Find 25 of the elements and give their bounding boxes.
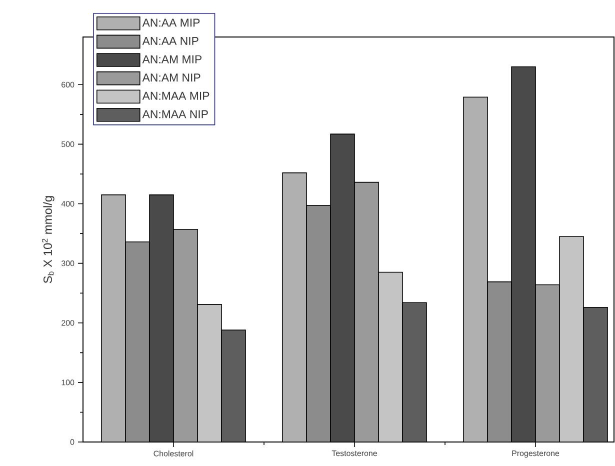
bar: [354, 182, 379, 442]
legend-label: AN:MAA NIP: [142, 110, 208, 118]
bar: [126, 242, 150, 442]
bar: [559, 236, 584, 442]
bar: [174, 229, 198, 442]
bar: [402, 302, 427, 442]
bar: [102, 194, 126, 442]
legend-label: AN:AM MIP: [142, 55, 202, 64]
bar: [306, 205, 331, 442]
y-axis-title: S$_{b}$ X 10$^{2}$ mmol/g: [42, 196, 54, 284]
bar: [330, 134, 355, 442]
bar: [511, 66, 536, 442]
bar: [222, 330, 246, 442]
bar: [282, 172, 307, 442]
bar: [583, 307, 608, 442]
bar: [378, 272, 403, 442]
legend-label: AN:AM NIP: [142, 74, 200, 82]
bar: [463, 96, 488, 442]
bar: [198, 304, 222, 442]
bar: [150, 194, 174, 442]
legend-label: AN:MAA MIP: [142, 92, 210, 100]
bar: [535, 284, 560, 442]
legend-label: AN:AA NIP: [142, 37, 198, 45]
bar: [487, 281, 512, 442]
legend-label: AN:AA MIP: [142, 18, 200, 27]
